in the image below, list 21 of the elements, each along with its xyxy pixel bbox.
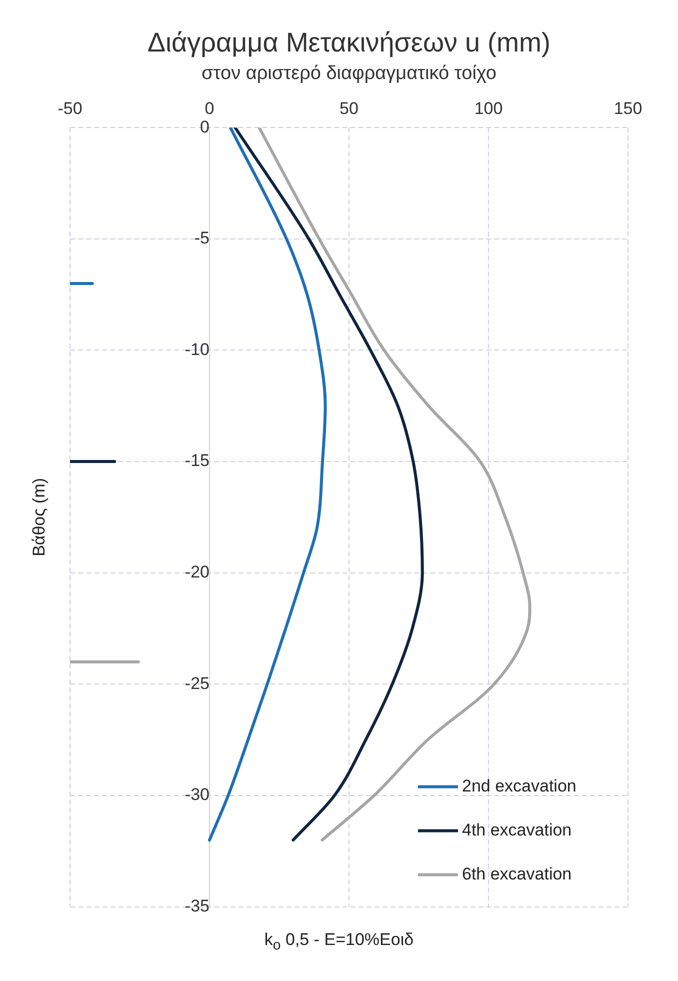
x-axis-title: k$_{o}$ 0,5 - E=10%Εοιδ xyxy=(263,930,415,954)
y-tick-label: -10 xyxy=(184,340,210,359)
line-series xyxy=(208,128,327,842)
legend-label: 4th excavation xyxy=(462,820,572,840)
y-tick-label: -35 xyxy=(184,896,210,916)
y-tick-label: -5 xyxy=(194,228,210,248)
x-tick-label: 50 xyxy=(340,99,358,118)
chart-title: Διάγραμμα Μετακινήσεων u (mm) xyxy=(147,28,551,58)
x-tick-label: 100 xyxy=(474,99,503,118)
y-tick-label: -25 xyxy=(184,674,210,693)
y-axis-title: Βάθος (m) xyxy=(30,478,49,556)
y-tick-label: -15 xyxy=(184,451,210,470)
y-tick-label: -30 xyxy=(184,785,210,804)
x-tick-label: -50 xyxy=(58,99,82,118)
line-series xyxy=(234,128,424,842)
chart-subtitle: στον αριστερό διαφραγματικό τοίχο xyxy=(202,63,496,84)
x-tick-label: 150 xyxy=(614,99,642,118)
y-tick-label: 0 xyxy=(200,117,210,136)
legend-label: 2nd excavation xyxy=(462,776,576,796)
y-tick-label: -20 xyxy=(184,562,210,582)
legend-label: 6th excavation xyxy=(462,864,572,884)
